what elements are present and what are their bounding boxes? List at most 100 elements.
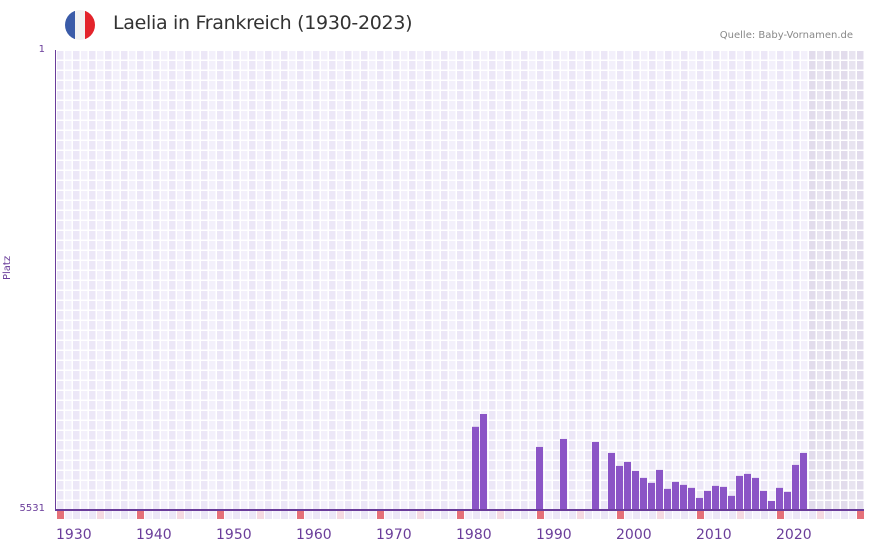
year-cell [352,511,360,519]
bar-2010[interactable] [696,497,703,510]
bar-2004[interactable] [648,482,655,510]
year-cell [120,511,128,519]
year-cell [288,511,296,519]
year-cell [528,511,536,519]
y-tick-bottom: 5531 [19,503,45,514]
bar-2022[interactable] [792,464,799,510]
year-cell [640,511,648,519]
year-cell [192,511,200,519]
bar-2003[interactable] [640,477,647,510]
bar-2000[interactable] [616,465,623,510]
year-cell [672,511,680,519]
decade-marker [856,511,864,519]
year-cell [632,511,640,519]
decade-marker [216,511,224,519]
bar-2014[interactable] [728,495,735,510]
x-axis-line [55,509,864,511]
flag-red-stripe [85,10,95,40]
half-decade-marker [816,511,824,519]
france-flag-icon [65,10,95,40]
year-cell [408,511,416,519]
bar-1982[interactable] [472,426,479,510]
bar-1993[interactable] [560,438,567,510]
bar-1983[interactable] [480,414,487,510]
year-cell [264,511,272,519]
bar-2007[interactable] [672,481,679,510]
year-cell [800,511,808,519]
flag-white-stripe [75,10,85,40]
year-cell [720,511,728,519]
year-cell [624,511,632,519]
x-tick-label: 1960 [296,527,332,543]
year-cell [608,511,616,519]
decade-marker [456,511,464,519]
year-cell [128,511,136,519]
year-cell [472,511,480,519]
decade-marker [136,511,144,519]
bar-2012[interactable] [712,485,719,510]
bar-2005[interactable] [656,469,663,510]
year-cell [752,511,760,519]
bar-2020[interactable] [776,487,783,510]
bar-2017[interactable] [752,477,759,510]
bar-2015[interactable] [736,475,743,510]
bar-2008[interactable] [680,484,687,510]
year-cell [168,511,176,519]
year-cell [592,511,600,519]
decade-marker [536,511,544,519]
bar-1999[interactable] [608,452,615,510]
year-cell [112,511,120,519]
year-cell [240,511,248,519]
bar-2006[interactable] [664,488,671,510]
year-cell [328,511,336,519]
bar-2018[interactable] [760,490,767,510]
x-tick-label: 1980 [456,527,492,543]
source-credit: Quelle: Baby-Vornamen.de [719,30,853,41]
year-cell [568,511,576,519]
year-cell [680,511,688,519]
half-decade-marker [736,511,744,519]
year-cell [144,511,152,519]
year-cell [664,511,672,519]
year-cell [200,511,208,519]
bar-1997[interactable] [592,441,599,510]
bar-2009[interactable] [688,487,695,510]
year-cell [688,511,696,519]
decade-marker [296,511,304,519]
half-decade-marker [656,511,664,519]
bar-2011[interactable] [704,490,711,510]
year-cell [544,511,552,519]
year-cell [368,511,376,519]
x-tick-label: 1940 [136,527,172,543]
bar-2013[interactable] [720,486,727,510]
bar-2016[interactable] [744,473,751,510]
year-cell [184,511,192,519]
half-decade-marker [496,511,504,519]
bar-2002[interactable] [632,470,639,510]
bar-2023[interactable] [800,452,807,510]
x-tick-label: 1950 [216,527,252,543]
year-cell [824,511,832,519]
y-axis-line [55,50,56,511]
year-cell [384,511,392,519]
x-tick-label: 1970 [376,527,412,543]
decade-marker [56,511,64,519]
year-cell [488,511,496,519]
year-cell [344,511,352,519]
year-cell [72,511,80,519]
year-cell [400,511,408,519]
year-cell [600,511,608,519]
half-decade-marker [96,511,104,519]
year-cell [248,511,256,519]
decade-marker [616,511,624,519]
year-cell [464,511,472,519]
year-cell [280,511,288,519]
bar-1990[interactable] [536,446,543,510]
year-cell [840,511,848,519]
year-cell [768,511,776,519]
bar-2021[interactable] [784,491,791,510]
bar-2001[interactable] [624,461,631,510]
flag-blue-stripe [65,10,75,40]
bar-2019[interactable] [768,500,775,510]
year-cell [232,511,240,519]
